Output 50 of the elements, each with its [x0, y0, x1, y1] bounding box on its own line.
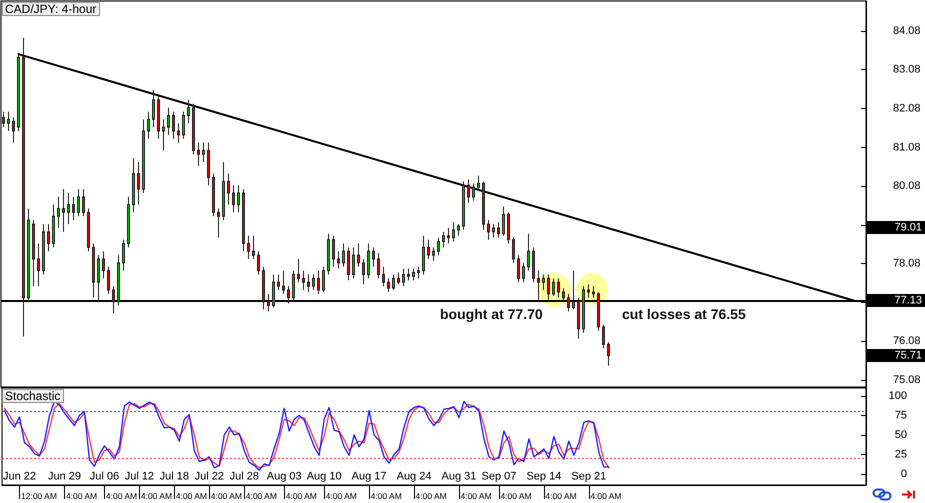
y-tick-label: 81.08 [893, 141, 921, 154]
text: 4:00 AM [246, 491, 277, 501]
x-tick-label: Aug 10 [306, 470, 342, 482]
text: 79.01 [894, 222, 922, 234]
chart-title: Stochastic [5, 389, 60, 403]
y-tick-label: 83.08 [893, 64, 921, 76]
text: 4:00 AM [460, 491, 492, 501]
text: 4:00 AM [210, 491, 242, 501]
x-tick-label: Jul 22 [194, 470, 224, 482]
text: 4:00 AM [590, 491, 622, 501]
x-tick-label: Aug 17 [352, 470, 387, 482]
x-tick-label: Jul 12 [124, 470, 154, 482]
text: 4:00 AM [416, 491, 447, 501]
text: 12:00 AM [21, 491, 57, 501]
text: 75.71 [894, 350, 922, 362]
text: 4:00 AM [106, 491, 138, 501]
x-tick-label: Aug 24 [396, 470, 432, 482]
annotation: cut losses at 76.55 [622, 306, 746, 322]
y-tick-label: 78.08 [893, 258, 921, 270]
text: 4:00 AM [176, 491, 208, 501]
y-tick-label: 100 [888, 390, 907, 402]
y-tick-label: 75.08 [893, 374, 921, 386]
x-tick-label: Jun 22 [2, 470, 36, 482]
x-tick-label: Sep 07 [482, 470, 516, 482]
x-tick-label: Sep 14 [526, 470, 562, 482]
x-tick-label: Jul 28 [230, 470, 259, 482]
y-tick-label: 50 [894, 428, 907, 441]
y-tick-label: 75 [894, 409, 907, 422]
text: 4:00 AM [326, 491, 357, 501]
y-tick-label: 76.08 [893, 335, 921, 348]
x-tick-label: Jul 06 [90, 470, 120, 482]
x-tick-label: Aug 03 [266, 470, 302, 482]
y-tick-label: 80.08 [893, 180, 921, 192]
text: 4:00 AM [545, 491, 577, 501]
chart-title: CAD/JPY: 4-hour [5, 2, 96, 16]
x-tick-label: Jun 29 [48, 470, 81, 482]
x-tick-label: Aug 31 [442, 470, 476, 482]
y-tick-label: 84.08 [893, 24, 921, 37]
annotation: bought at 77.70 [440, 306, 543, 322]
y-tick-label: 25 [894, 448, 907, 460]
x-tick-label: Jul 18 [160, 470, 190, 482]
ref-line-label: 77.13 [894, 294, 922, 306]
x-tick-label: Sep 21 [571, 470, 606, 482]
text: 4:00 AM [66, 491, 98, 501]
text: 4:00 AM [286, 491, 317, 501]
text: 4:00 AM [370, 491, 402, 501]
text: 4:00 AM [500, 491, 532, 501]
y-tick-label: 0 [900, 468, 907, 480]
text: 4:00 AM [140, 491, 172, 501]
y-tick-label: 82.08 [893, 102, 921, 114]
